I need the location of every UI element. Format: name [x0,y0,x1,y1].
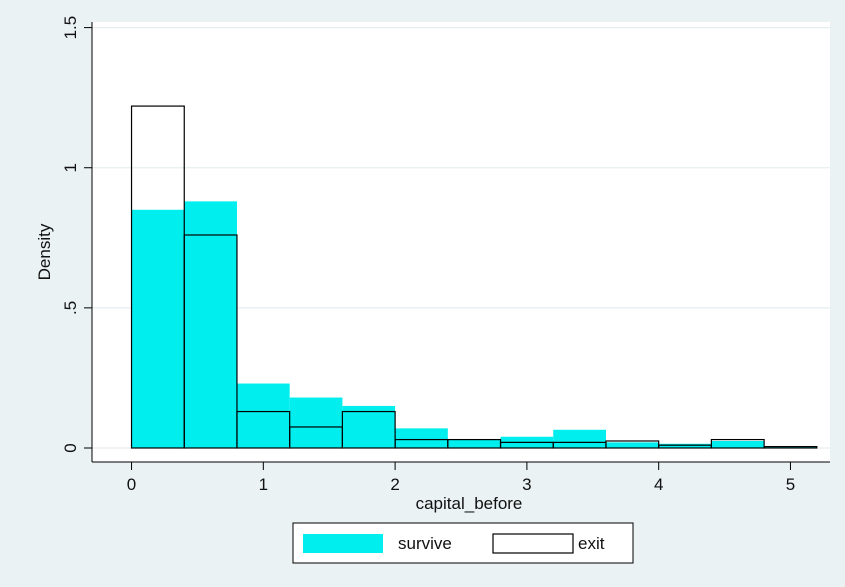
y-tick-label-2: 1 [61,163,80,172]
y-axis-ticks: 0 .5 1 1.5 [61,16,92,453]
survive-bar-4 [342,405,396,448]
survive-bar-8 [553,429,606,448]
y-tick-label-0: 0 [61,443,80,452]
x-tick-label-3: 3 [522,475,531,494]
legend-swatch-exit [492,533,574,554]
survive-bar-0 [131,209,185,448]
survive-bar-11 [711,440,765,448]
x-axis-ticks: 0 1 2 3 4 5 [127,462,795,494]
survive-bar-5 [395,428,448,448]
exit-bar-1 [183,234,238,449]
survive-bar-12 [764,446,817,448]
x-tick-label-2: 2 [390,475,399,494]
exit-series [130,105,818,449]
survive-series [131,201,817,448]
legend-label-survive: survive [398,534,452,553]
axes [91,22,830,463]
survive-bar-2 [236,383,290,448]
survive-bar-3 [289,397,343,448]
y-tick-label-3: 1.5 [61,16,80,40]
x-tick-label-5: 5 [786,475,795,494]
survive-bar-9 [605,442,659,448]
legend-label-exit: exit [578,534,605,553]
x-tick-label-4: 4 [654,475,663,494]
survive-bar-1 [184,201,237,448]
exit-bar-9 [605,440,660,449]
survive-bar-6 [447,439,501,448]
exit-bar-4 [341,410,396,449]
exit-bar-12 [763,445,818,449]
y-axis-title: Density [35,223,54,280]
y-tick-label-1: .5 [61,301,80,315]
survive-bar-10 [658,443,712,448]
x-tick-label-0: 0 [127,475,136,494]
legend-swatch-survive [303,534,383,553]
exit-bar-11 [710,438,765,449]
legend: survive exit [292,522,634,564]
x-axis-title: capital_before [416,494,523,513]
x-tick-label-1: 1 [259,475,268,494]
